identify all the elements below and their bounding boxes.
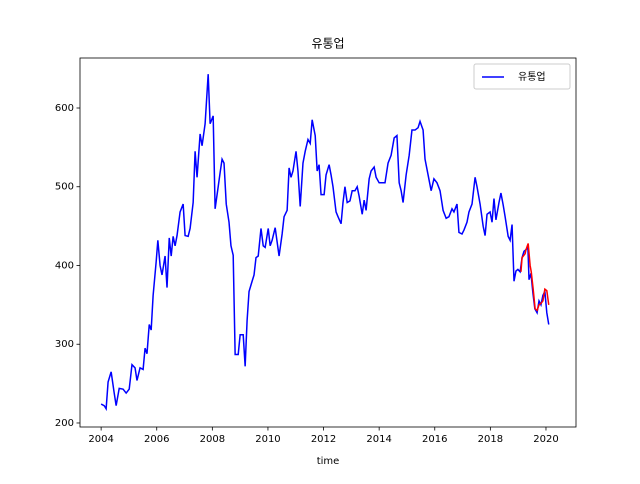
y-tick-label: 600 [55,103,74,114]
x-tick-label: 2006 [144,434,169,445]
y-tick-label: 300 [55,339,74,350]
x-tick-label: 2004 [88,434,113,445]
chart-title: 유통업 [311,37,344,51]
x-tick-label: 2014 [366,434,391,445]
x-axis-label: time [317,456,340,467]
x-tick-label: 2010 [255,434,280,445]
x-tick-label: 2008 [200,434,225,445]
y-tick-label: 200 [55,418,74,429]
legend-label: 유통업 [518,70,546,83]
legend-box [473,63,571,90]
series-line [100,74,550,412]
x-tick-label: 2020 [533,434,558,445]
x-tick-label: 2012 [311,434,336,445]
x-tick-label: 2016 [422,434,447,445]
plot-frame [79,57,577,428]
x-tick-label: 2018 [478,434,503,445]
y-tick-label: 500 [55,182,74,193]
y-tick-label: 400 [55,260,74,271]
series-line [520,243,550,312]
